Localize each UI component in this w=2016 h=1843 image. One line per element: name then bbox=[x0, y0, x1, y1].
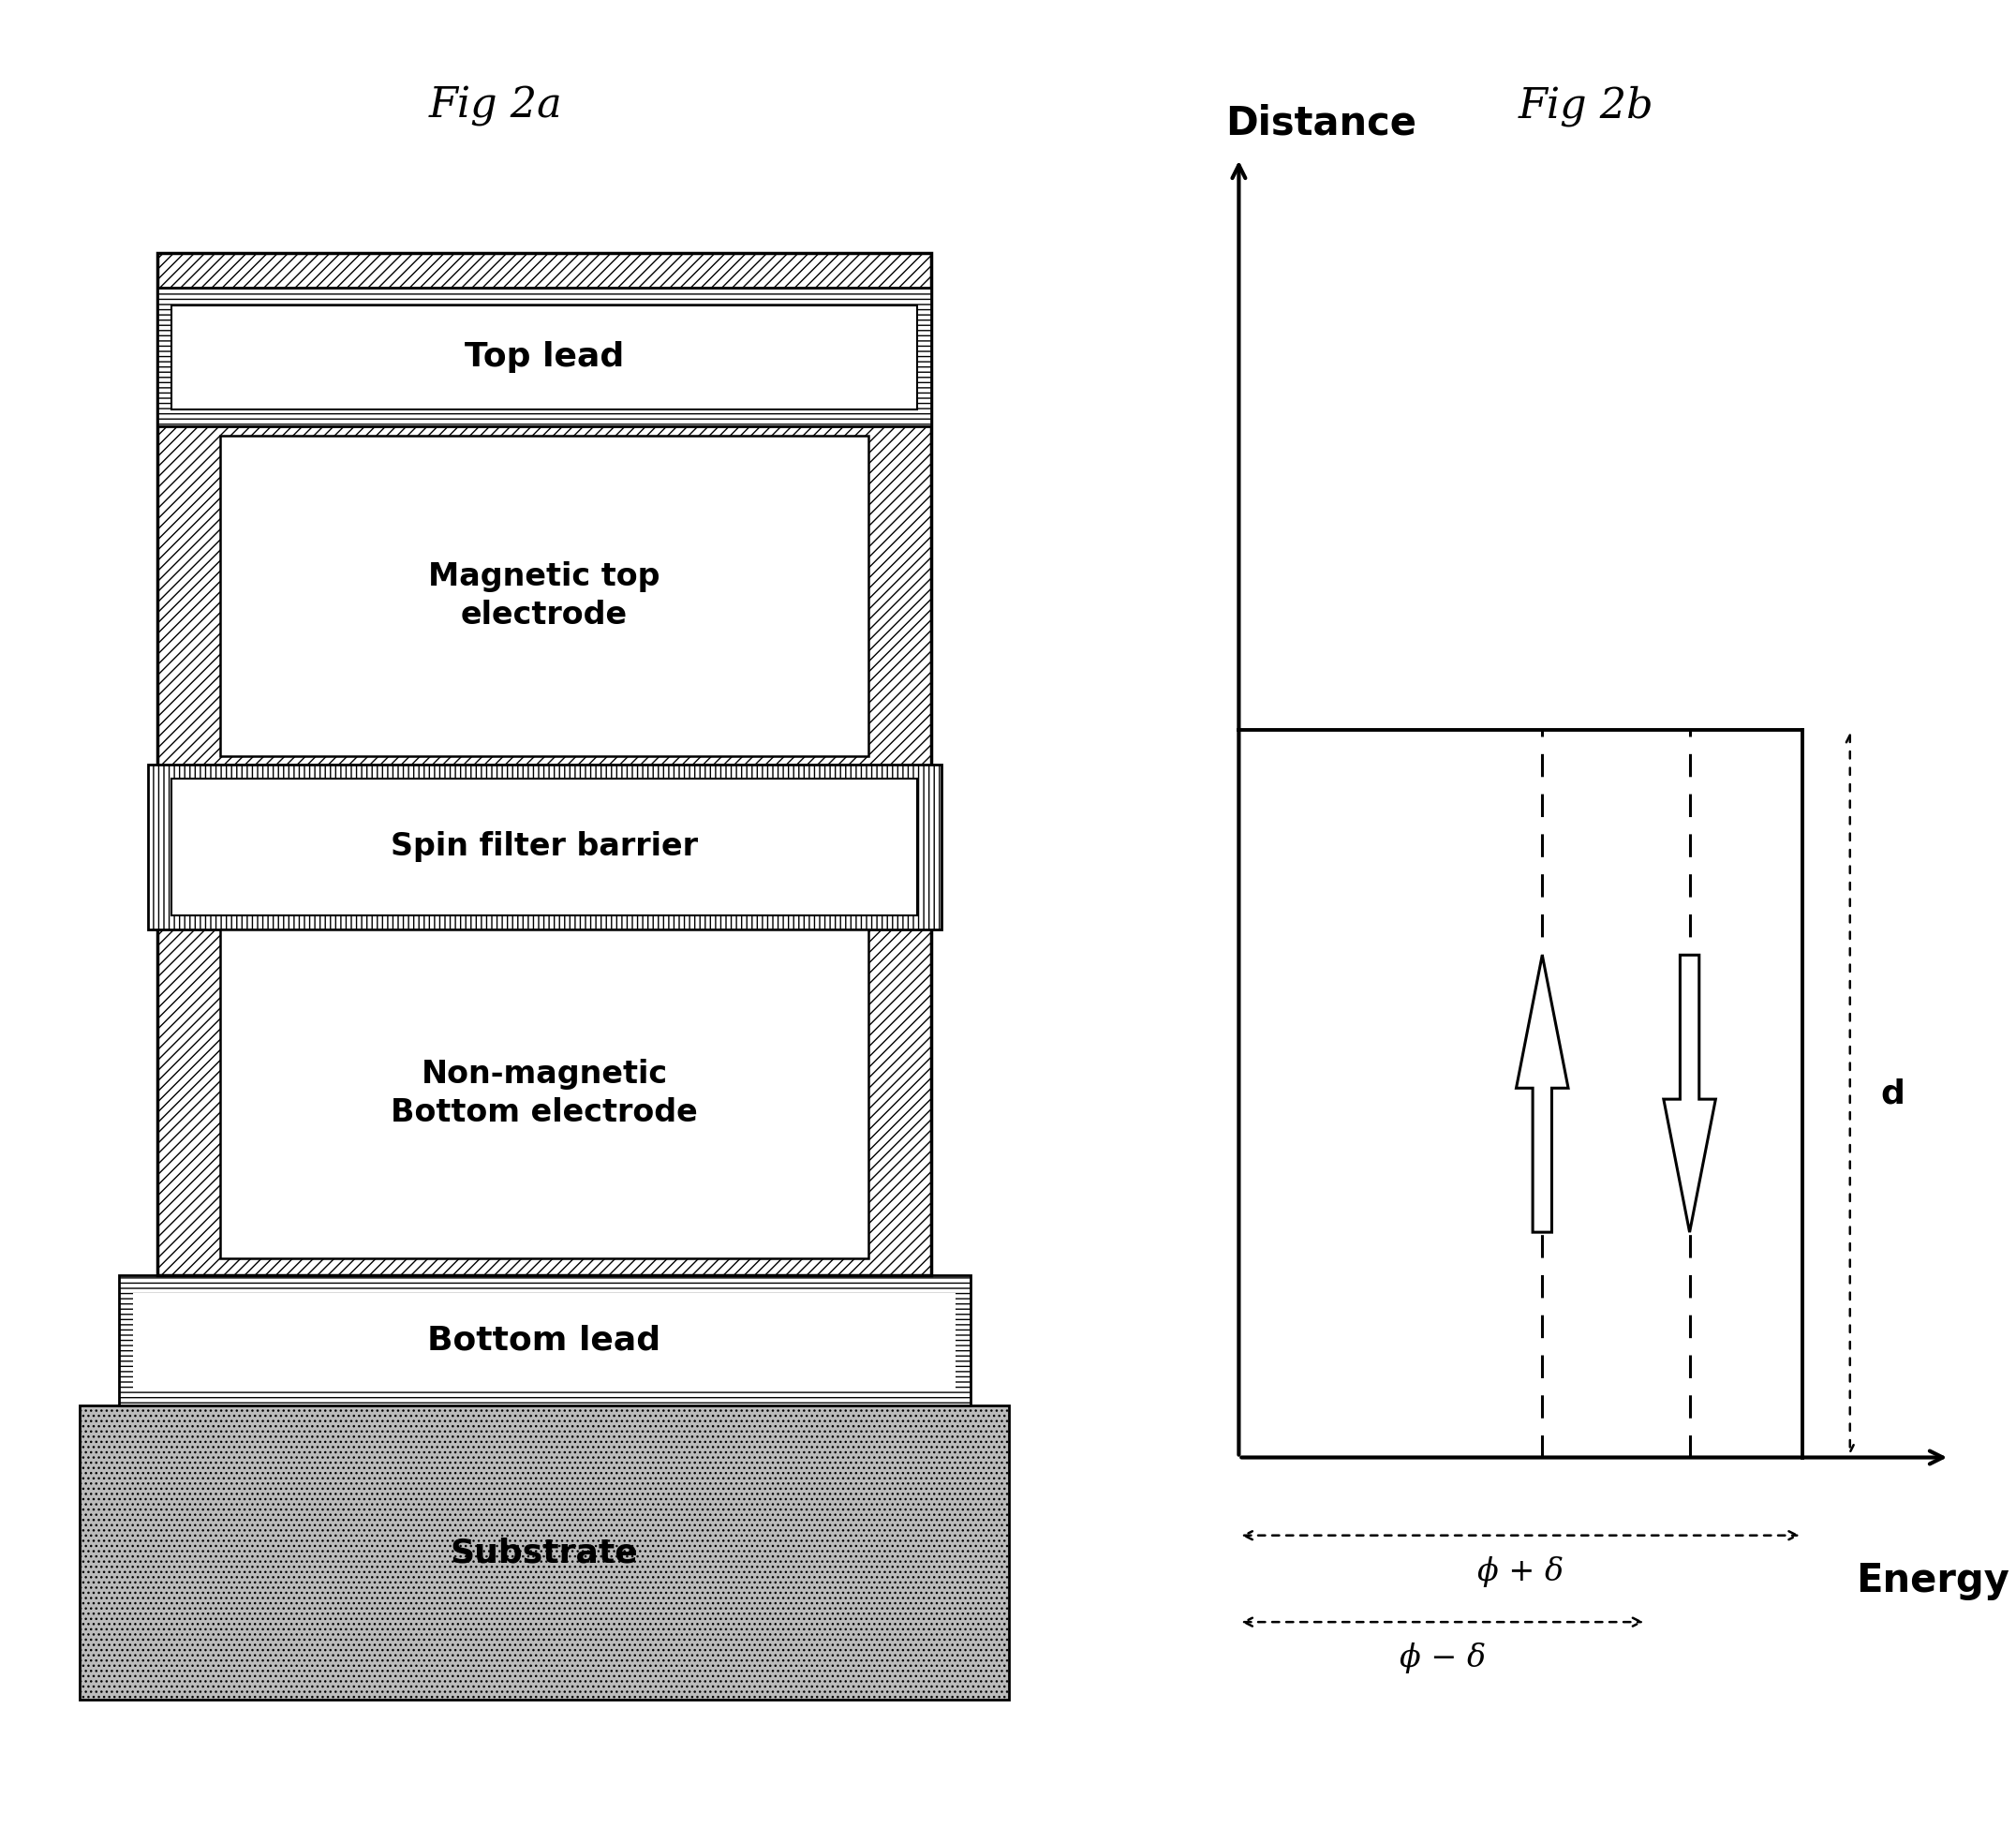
Text: Top lead: Top lead bbox=[464, 341, 625, 374]
Bar bbox=[220, 435, 869, 756]
Bar bbox=[147, 765, 941, 929]
Text: Energy: Energy bbox=[1855, 1561, 2010, 1602]
Polygon shape bbox=[1516, 955, 1568, 1233]
Text: Distance: Distance bbox=[1226, 103, 1417, 144]
Text: Bottom lead: Bottom lead bbox=[427, 1325, 661, 1356]
Text: d: d bbox=[1881, 1078, 1905, 1109]
Bar bbox=[157, 252, 931, 1275]
Text: Substrate: Substrate bbox=[450, 1537, 639, 1568]
Text: Non-magnetic
Bottom electrode: Non-magnetic Bottom electrode bbox=[391, 1060, 698, 1128]
Bar bbox=[171, 306, 917, 409]
Text: ϕ − δ: ϕ − δ bbox=[1399, 1642, 1486, 1673]
Text: ϕ + δ: ϕ + δ bbox=[1478, 1555, 1564, 1587]
Bar bbox=[133, 1294, 956, 1388]
Text: Fig 2b: Fig 2b bbox=[1518, 85, 1653, 127]
Bar bbox=[81, 1406, 1008, 1699]
Bar bbox=[157, 288, 931, 428]
Text: Spin filter barrier: Spin filter barrier bbox=[391, 831, 698, 863]
Bar bbox=[220, 929, 869, 1259]
Polygon shape bbox=[1663, 955, 1716, 1233]
Text: Fig 2a: Fig 2a bbox=[429, 87, 562, 127]
Text: Magnetic top
electrode: Magnetic top electrode bbox=[427, 560, 661, 630]
Bar bbox=[119, 1275, 970, 1406]
Bar bbox=[171, 778, 917, 916]
